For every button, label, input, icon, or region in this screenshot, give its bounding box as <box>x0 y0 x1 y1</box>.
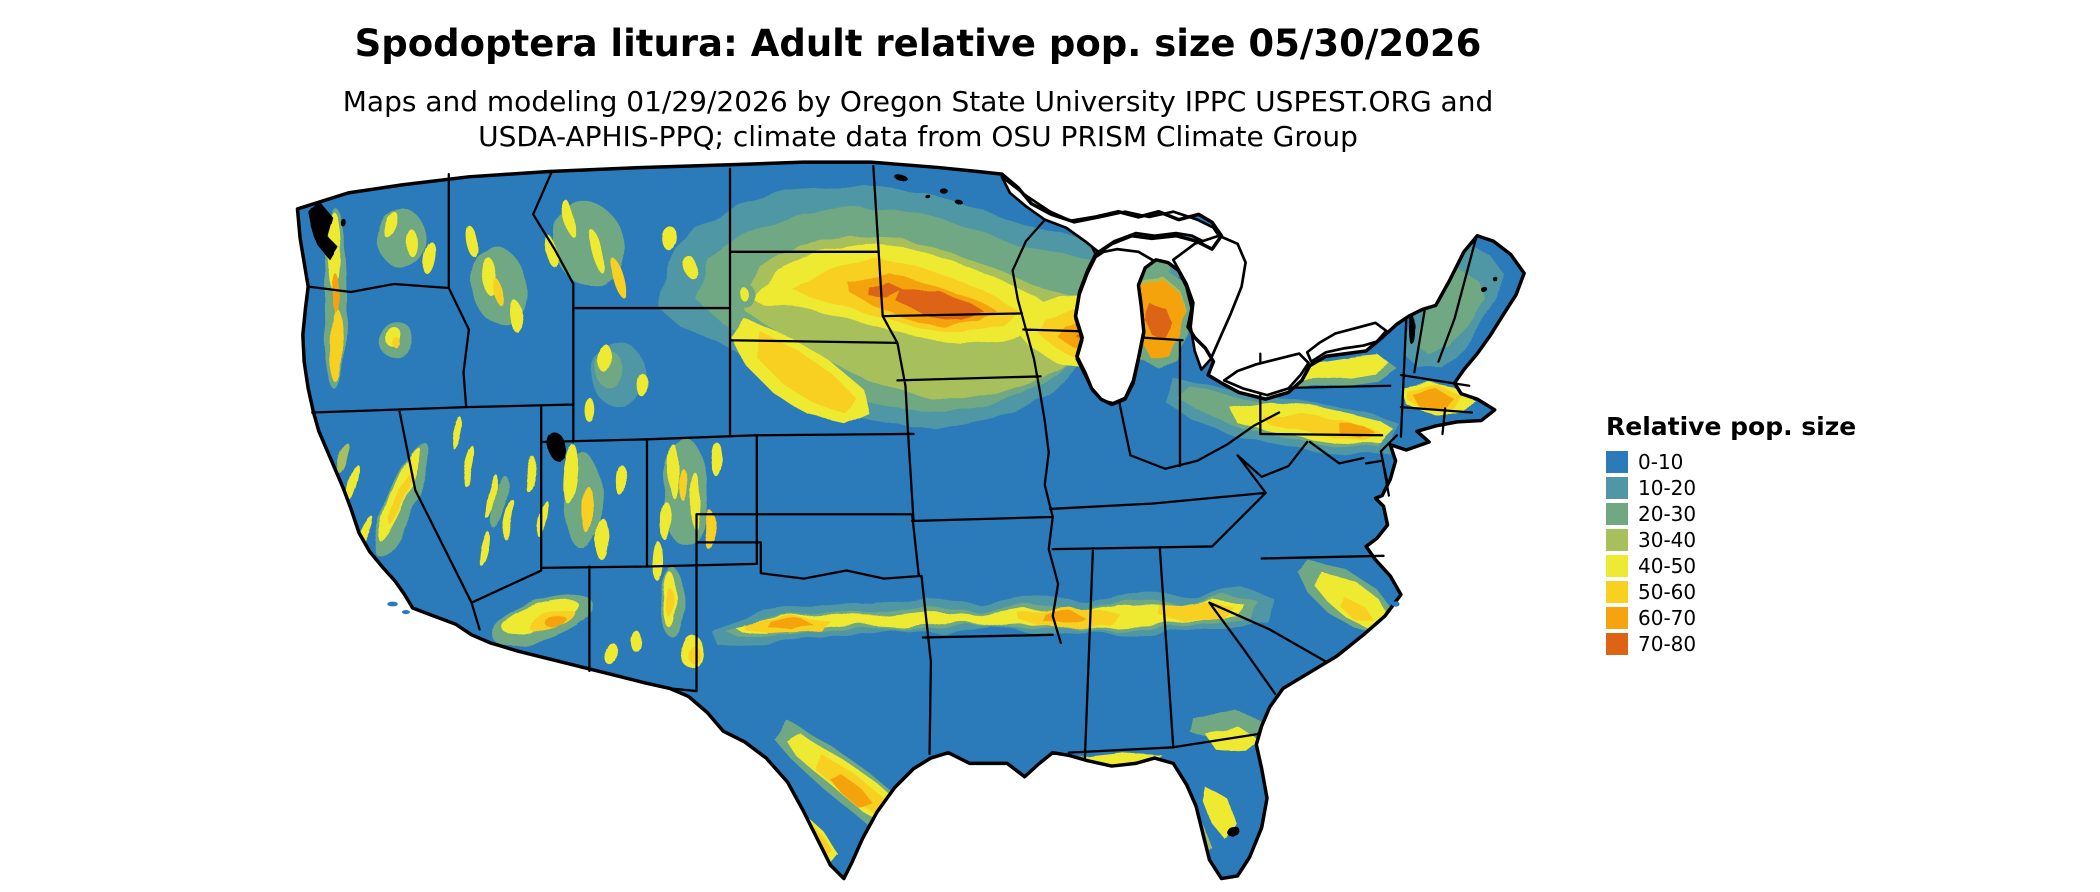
legend-item: 0-10 <box>1606 450 1856 474</box>
nefl-40-50 <box>1205 728 1259 750</box>
legend-swatch <box>1606 633 1628 655</box>
texas-coast-60-70 <box>830 774 874 809</box>
gulf-band-50-60c <box>1159 602 1235 622</box>
us-outline <box>295 160 1526 881</box>
subtitle-line-2: USDA-APHIS-PPQ; climate data from OSU PR… <box>478 120 1358 153</box>
lake-erie <box>1222 352 1310 397</box>
map-subtitle: Maps and modeling 01/29/2026 by Oregon S… <box>168 84 1668 154</box>
legend: Relative pop. size 0-10 10-20 20-30 30-40 40… <box>1606 412 1856 659</box>
raster-patches <box>308 173 1506 868</box>
legend-item: 70-80 <box>1606 632 1856 656</box>
no-data-water <box>308 173 1498 836</box>
legend-swatch <box>1606 451 1628 473</box>
legend-swatch <box>1606 503 1628 525</box>
legend-label: 0-10 <box>1638 450 1684 474</box>
michigan-70-80 <box>1143 302 1174 341</box>
offshore-fragments <box>387 601 1400 615</box>
centralfl-40-50 <box>1202 787 1235 839</box>
lake-ontario <box>1305 321 1388 363</box>
legend-label: 70-80 <box>1638 632 1697 656</box>
legend-item: 50-60 <box>1606 580 1856 604</box>
page-title: Spodoptera litura: Adult relative pop. s… <box>354 22 1482 65</box>
subtitle-line-1: Maps and modeling 01/29/2026 by Oregon S… <box>342 85 1494 118</box>
legend-items: 0-10 10-20 20-30 30-40 40-50 50-60 60-70 70-80 <box>1606 450 1856 656</box>
legend-swatch <box>1606 477 1628 499</box>
legend-label: 20-30 <box>1638 502 1697 526</box>
legend-title: Relative pop. size <box>1606 412 1857 441</box>
legend-item: 40-50 <box>1606 554 1856 578</box>
carolina-50-60 <box>1339 594 1375 622</box>
state-borders <box>307 164 1478 760</box>
us-choropleth-map <box>268 158 1567 888</box>
pop-raster <box>297 162 1525 879</box>
legend-item: 60-70 <box>1606 606 1856 630</box>
legend-label: 50-60 <box>1638 580 1697 604</box>
legend-label: 60-70 <box>1638 606 1697 630</box>
gulf-band-60-70a <box>768 618 815 631</box>
legend-item: 10-20 <box>1606 476 1856 500</box>
legend-swatch <box>1606 555 1628 577</box>
legend-swatch <box>1606 529 1628 551</box>
north-band-70-80b <box>867 281 903 298</box>
legend-item: 30-40 <box>1606 528 1856 552</box>
legend-swatch <box>1606 581 1628 603</box>
gulf-band-40-50 <box>734 600 1246 635</box>
west-yellows <box>326 198 748 669</box>
nebraska-tail-50-60 <box>755 332 855 413</box>
southernNE-60-70 <box>1411 388 1452 408</box>
legend-item: 20-30 <box>1606 502 1856 526</box>
us-map-svg <box>295 160 1526 881</box>
legend-label: 10-20 <box>1638 476 1697 500</box>
newengland-20-30 <box>1417 267 1484 357</box>
legend-swatch <box>1606 607 1628 629</box>
legend-label: 30-40 <box>1638 528 1697 552</box>
legend-label: 40-50 <box>1638 554 1697 578</box>
